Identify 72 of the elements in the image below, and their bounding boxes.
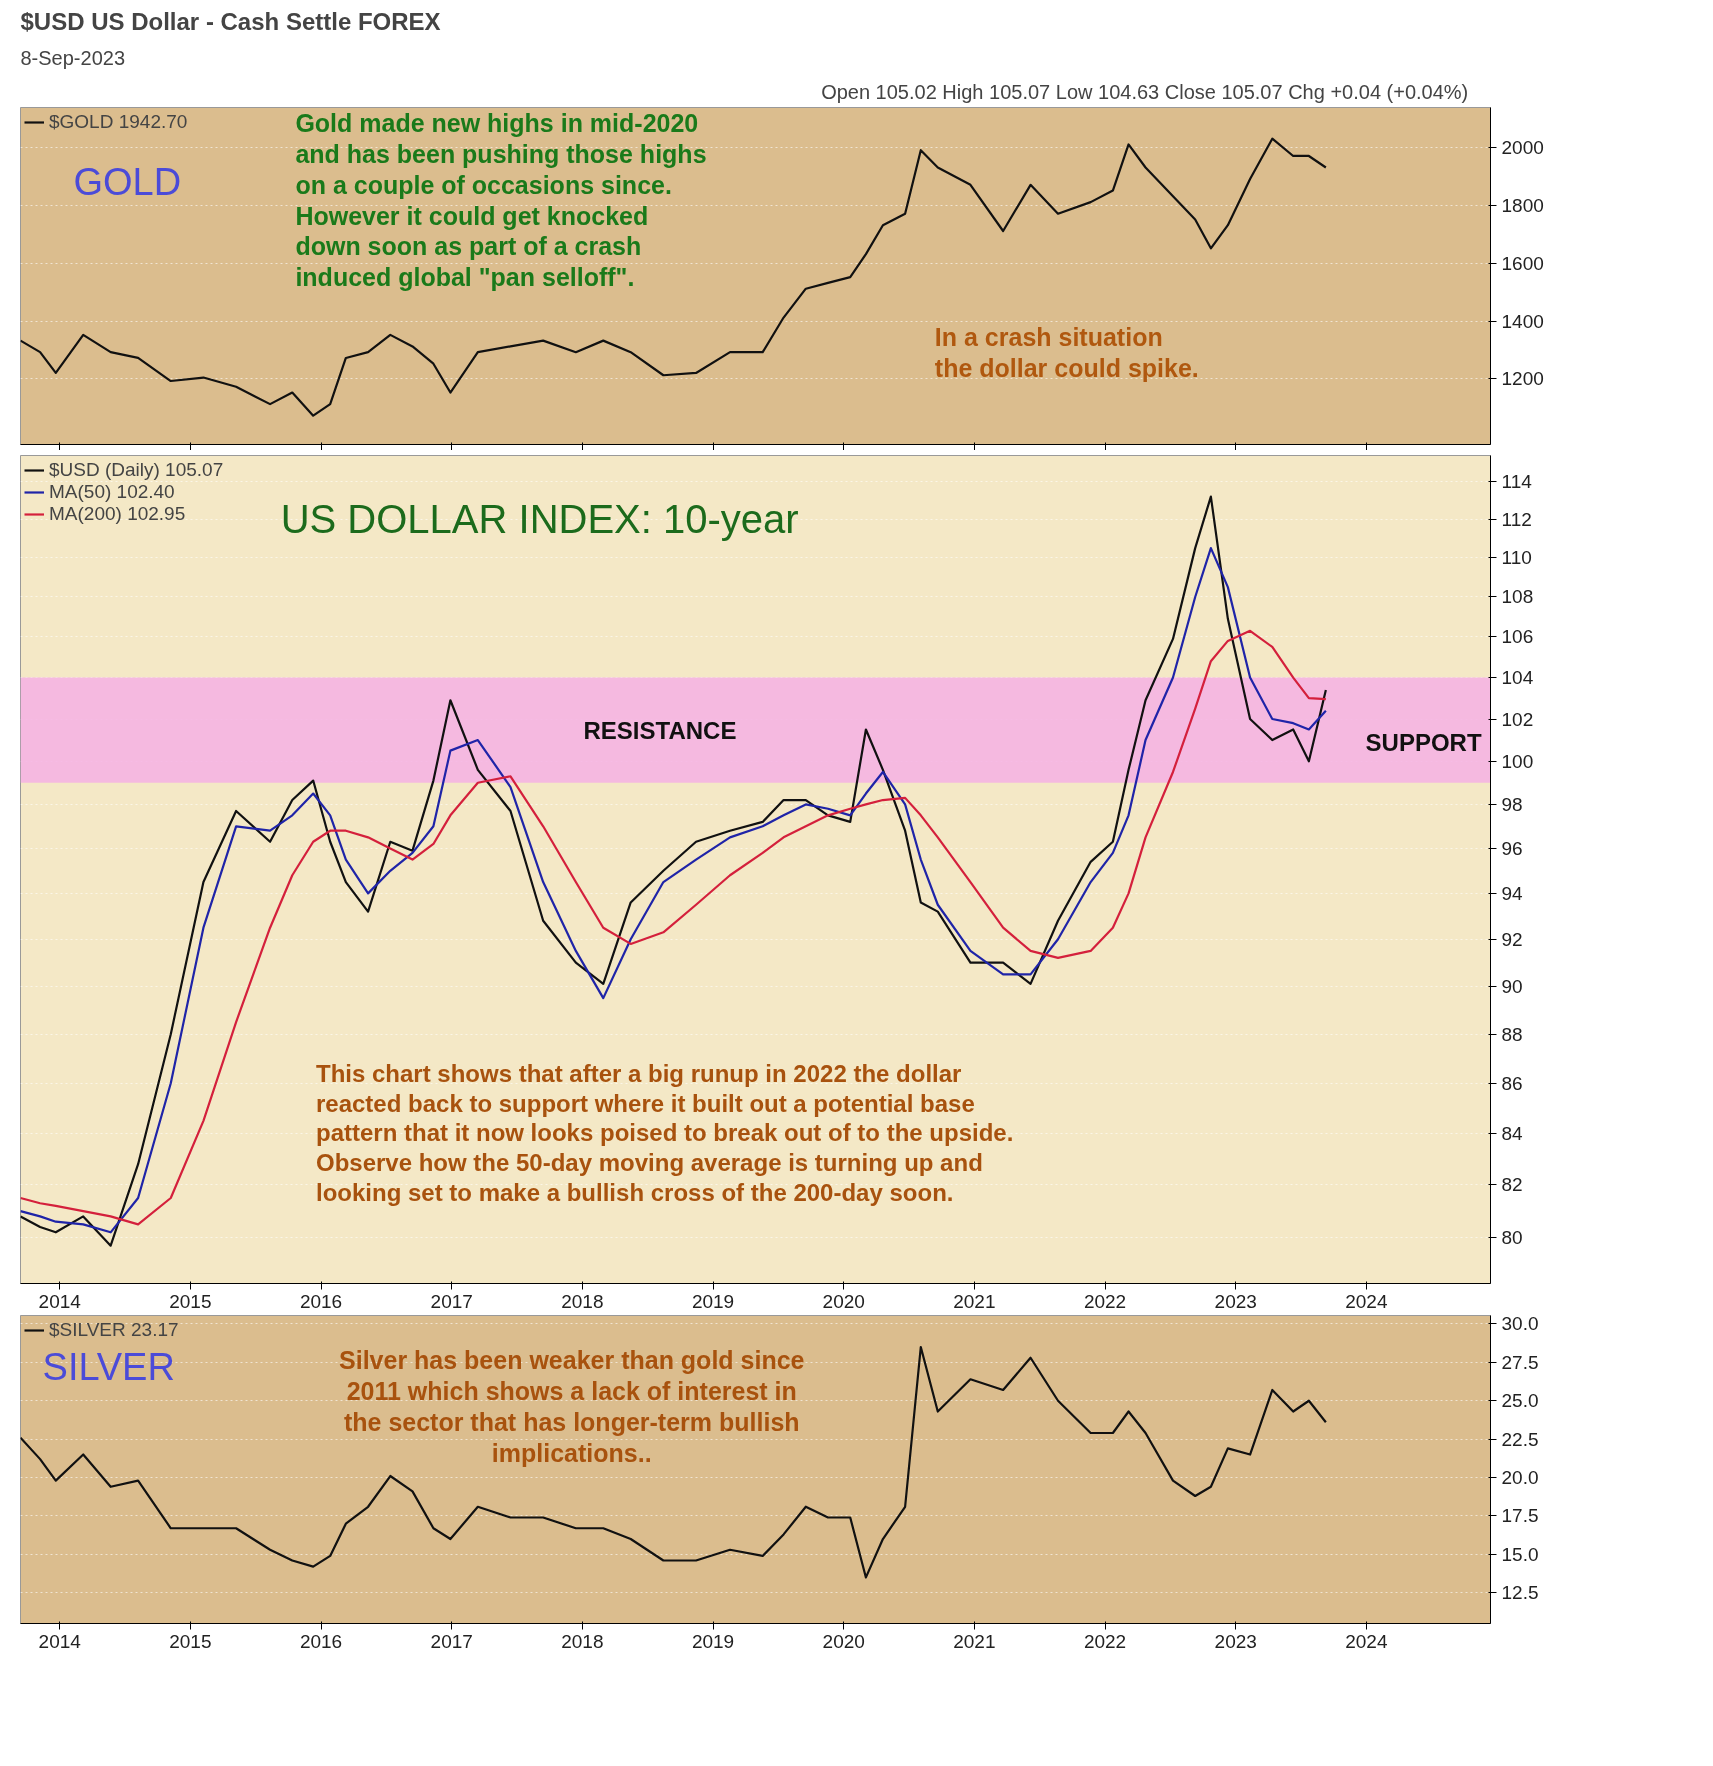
x-tick-label: 2015 bbox=[169, 1630, 212, 1652]
y-tick-label: 25.0 bbox=[1501, 1390, 1539, 1412]
y-tick-label: 88 bbox=[1501, 1023, 1523, 1045]
annotation: Silver has been weaker than gold since 2011 which shows a lack of interest in the sector that has longer-term bullish implications.. bbox=[339, 1346, 805, 1467]
y-tick-label: 94 bbox=[1501, 882, 1524, 904]
legend-label: $USD (Daily) 105.07 bbox=[49, 459, 224, 481]
y-tick-label: 86 bbox=[1501, 1072, 1523, 1094]
x-tick-label: 2014 bbox=[38, 1630, 82, 1652]
y-tick-label: 104 bbox=[1501, 667, 1534, 689]
x-tick-label: 2017 bbox=[430, 1290, 473, 1312]
x-tick-label: 2021 bbox=[953, 1290, 996, 1312]
annotation: SUPPORT bbox=[1365, 728, 1482, 756]
y-tick-label: 27.5 bbox=[1501, 1351, 1539, 1373]
annotation: This chart shows that after a big runup in 2022 the dollar reacted back to support where it built out a potential base pattern that it now looks poised to break out of to the upside. Observe how the 50-day moving average is turning up and looking set to make a bullish cross of the 200-day soon. bbox=[315, 1059, 1014, 1206]
x-tick-label: 2019 bbox=[691, 1290, 735, 1312]
x-tick-label: 2018 bbox=[561, 1630, 604, 1652]
y-tick-label: 1600 bbox=[1501, 252, 1544, 274]
y-tick-label: 80 bbox=[1501, 1227, 1523, 1249]
annotation: Gold made new highs in mid-2020 and has been pushing those highs on a couple of occasions since. However it could get knocked down soon as part of a crash induced global "pan selloff". bbox=[295, 109, 707, 292]
x-tick-label: 2020 bbox=[822, 1630, 865, 1652]
annotation: In a crash situation the dollar could spike. bbox=[934, 323, 1199, 382]
y-tick-label: 20.0 bbox=[1501, 1467, 1539, 1489]
y-tick-label: 1800 bbox=[1501, 195, 1544, 217]
y-tick-label: 106 bbox=[1501, 626, 1534, 648]
x-tick-label: 2024 bbox=[1345, 1630, 1388, 1652]
x-tick-label: 2023 bbox=[1214, 1630, 1257, 1652]
x-tick-label: 2017 bbox=[430, 1630, 473, 1652]
y-tick-label: 30.0 bbox=[1501, 1313, 1539, 1335]
x-tick-label: 2022 bbox=[1083, 1630, 1127, 1652]
y-tick-label: 108 bbox=[1501, 586, 1534, 608]
y-tick-label: 82 bbox=[1501, 1174, 1523, 1196]
y-tick-label: 1400 bbox=[1501, 310, 1544, 332]
text: US DOLLAR INDEX: 10-year bbox=[280, 496, 799, 541]
y-tick-label: 17.5 bbox=[1501, 1505, 1539, 1527]
x-tick-label: 2019 bbox=[691, 1630, 735, 1652]
x-tick-label: 2020 bbox=[822, 1290, 865, 1312]
x-tick-label: 2021 bbox=[953, 1630, 996, 1652]
y-tick-label: 110 bbox=[1501, 547, 1532, 569]
line-series bbox=[20, 137, 1327, 417]
x-tick-label: 2014 bbox=[38, 1290, 82, 1312]
legend-label: MA(200) 102.95 bbox=[49, 503, 186, 525]
y-tick-label: 90 bbox=[1501, 975, 1523, 997]
y-tick-label: 98 bbox=[1501, 793, 1523, 815]
y-tick-label: 22.5 bbox=[1501, 1428, 1539, 1450]
x-tick-label: 2023 bbox=[1214, 1290, 1257, 1312]
y-tick-label: 114 bbox=[1501, 471, 1533, 493]
chart-title: $USD US Dollar - Cash Settle FOREX bbox=[20, 7, 441, 35]
chart-subtitle: 8-Sep-2023 bbox=[20, 46, 126, 69]
band-label: RESISTANCE bbox=[583, 716, 737, 744]
y-tick-label: 102 bbox=[1501, 708, 1534, 730]
y-tick-label: 84 bbox=[1501, 1122, 1524, 1144]
x-tick-label: 2018 bbox=[561, 1290, 604, 1312]
y-tick-label: 1200 bbox=[1501, 368, 1544, 390]
y-tick-label: 92 bbox=[1501, 928, 1523, 950]
x-tick-label: 2015 bbox=[169, 1290, 212, 1312]
legend-label: $GOLD 1942.70 bbox=[49, 111, 188, 133]
y-tick-label: 100 bbox=[1501, 750, 1534, 772]
annotation: SILVER bbox=[42, 1346, 175, 1389]
x-tick-label: 2024 bbox=[1345, 1290, 1388, 1312]
y-tick-label: 12.5 bbox=[1501, 1582, 1539, 1604]
legend-label: $SILVER 23.17 bbox=[49, 1319, 179, 1341]
legend-label: MA(50) 102.40 bbox=[49, 481, 175, 503]
text: Open 105.02 High 105.07 Low 104.63 Close 105.07 Chg +0.04 (+0.04%) bbox=[821, 80, 1469, 103]
x-tick-label: 2022 bbox=[1083, 1290, 1127, 1312]
y-tick-label: 96 bbox=[1501, 837, 1523, 859]
y-tick-label: 2000 bbox=[1501, 137, 1544, 159]
y-tick-label: 112 bbox=[1501, 508, 1532, 530]
x-tick-label: 2016 bbox=[299, 1630, 343, 1652]
line-series bbox=[20, 1345, 1327, 1579]
annotation: GOLD bbox=[73, 161, 182, 204]
y-tick-label: 15.0 bbox=[1501, 1543, 1539, 1565]
x-tick-label: 2016 bbox=[299, 1290, 343, 1312]
